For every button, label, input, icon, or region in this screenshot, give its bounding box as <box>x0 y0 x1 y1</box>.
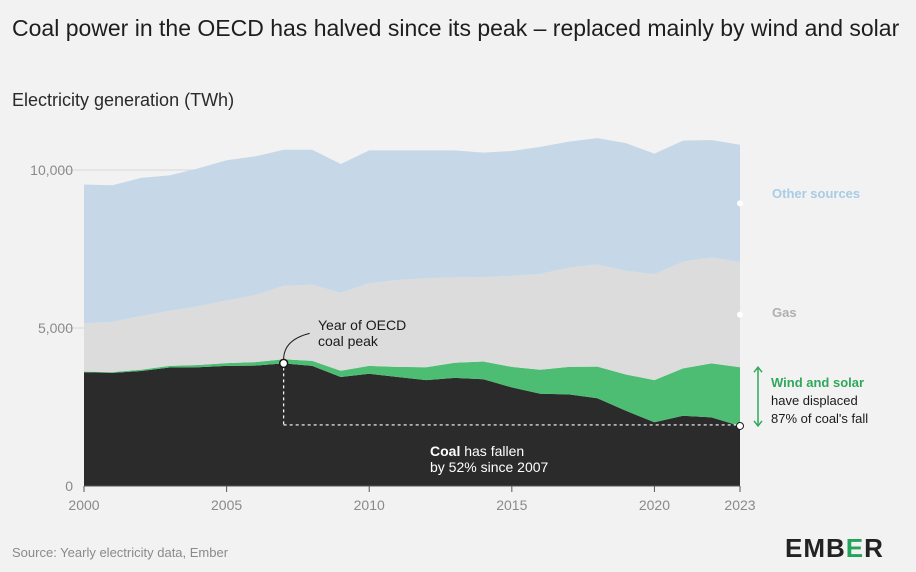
coal-peak-marker <box>278 358 289 369</box>
y-tick-label: 10,000 <box>30 162 73 178</box>
y-tick-label: 0 <box>65 478 73 494</box>
coal-annotation-line2: by 52% since 2007 <box>430 459 549 475</box>
other-sources-label: Other sources <box>772 186 860 201</box>
ember-logo: EMBER <box>785 533 884 563</box>
wind-solar-area <box>84 359 740 426</box>
x-tick-label: 2005 <box>211 497 242 513</box>
annotations: Year of OECD coal peak Coal has fallen b… <box>278 186 868 475</box>
x-tick-label: 2015 <box>496 497 527 513</box>
area-series <box>84 138 740 486</box>
peak-annotation-line1: Year of OECD <box>318 317 406 333</box>
wind-solar-line2: 87% of coal's fall <box>771 411 868 426</box>
gas-area <box>84 257 740 381</box>
coal-annotation-bold: Coal <box>430 443 460 459</box>
gas-label: Gas <box>772 305 797 320</box>
wind-solar-bracket <box>753 365 763 428</box>
coal-end-marker <box>736 421 744 430</box>
chart-subtitle: Electricity generation (TWh) <box>12 90 235 110</box>
peak-annotation-line2: coal peak <box>318 333 379 349</box>
x-tick-label: 2020 <box>639 497 670 513</box>
gas-marker <box>737 311 743 318</box>
chart-title: Coal power in the OECD has halved since … <box>12 15 900 41</box>
peak-leader-line <box>283 332 310 360</box>
y-axis: 0 5,000 10,000 <box>30 162 73 494</box>
coal-annotation-rest: has fallen <box>460 443 524 459</box>
source-note: Source: Yearly electricity data, Ember <box>12 545 229 560</box>
x-tick-label: 2010 <box>354 497 385 513</box>
other-sources-marker <box>737 200 743 207</box>
coal-annotation-line1: Coal has fallen <box>430 443 524 459</box>
x-axis: 2000 2005 2010 2015 2020 2023 <box>68 485 756 513</box>
x-tick-label: 2000 <box>68 497 99 513</box>
wind-solar-line1: have displaced <box>771 393 858 408</box>
y-tick-label: 5,000 <box>38 320 73 336</box>
x-tick-label: 2023 <box>724 497 755 513</box>
other-sources-area <box>84 138 740 324</box>
wind-solar-label: Wind and solar <box>771 375 864 390</box>
